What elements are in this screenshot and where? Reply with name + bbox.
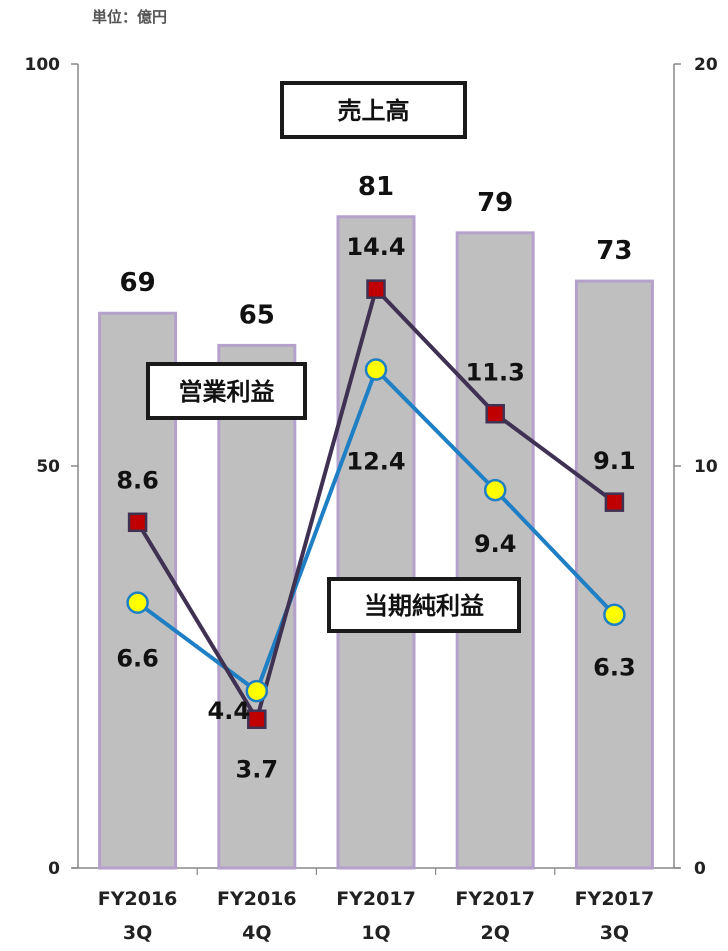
revenue-bar-label: 65 [239,300,275,330]
category-label: FY2016 3Q [97,888,178,944]
unit-label: 単位：億円 [92,8,168,26]
right-tick-label: 10 [694,457,718,477]
operating-profit-label: 11.3 [466,359,525,387]
revenue-bar-label: 79 [477,188,513,218]
revenue-bar [336,215,416,870]
operating-profit-marker [485,403,505,424]
category-label: FY2017 3Q [574,888,655,944]
net-profit-marker [364,358,388,381]
net-profit-label: 6.3 [593,654,636,682]
net-profit-label: 4.4 [208,697,251,725]
profit-lines [126,279,626,730]
revenue-bar [217,343,297,870]
revenue-bar [574,279,654,870]
net-profit-series-box [327,577,521,633]
net-profit-label: 6.6 [116,645,159,673]
operating-profit-series-box [146,362,307,420]
operating-profit-series-label: 営業利益 [179,378,275,406]
revenue-bar-label: 69 [120,268,156,298]
operating-profit-label: 3.7 [236,755,279,783]
revenue-bars [98,215,654,870]
net-profit-label: 12.4 [346,448,405,476]
left-tick-label: 50 [36,457,60,477]
operating-profit-marker [366,279,386,299]
operating-profit-marker [247,709,267,730]
net-profit-marker [245,679,269,703]
category-label: FY2017 1Q [336,888,416,944]
operating-profit-label: 9.1 [593,447,636,475]
revenue-bar-label: 81 [358,172,394,202]
category-label: FY2016 4Q [216,888,297,944]
revenue-series-label: 売上高 [338,97,410,125]
net-profit-label: 9.4 [474,530,517,558]
left-tick-label: 100 [25,55,61,75]
operating-profit-label: 14.4 [346,233,405,261]
right-tick-label: 0 [694,859,706,879]
net-profit-marker [126,591,149,614]
net-profit-series-label: 当期純利益 [364,592,484,620]
revenue-series-box [280,81,467,139]
revenue-bar [455,231,535,870]
category-label: FY2017 2Q [455,888,535,944]
revenue-bar-label: 73 [596,236,632,266]
net-profit-marker [483,478,507,502]
right-tick-label: 20 [694,55,718,75]
operating-profit-marker [604,492,625,512]
operating-profit-marker [127,512,148,533]
data-labels: 69 65 81 79 73 8.6 3.7 14.4 11.3 9.1 6.6 4.4 12.4 9.4… [116,172,635,784]
operating-profit-label: 8.6 [116,466,159,494]
left-tick-label: 0 [48,859,60,879]
net-profit-marker [603,603,626,626]
